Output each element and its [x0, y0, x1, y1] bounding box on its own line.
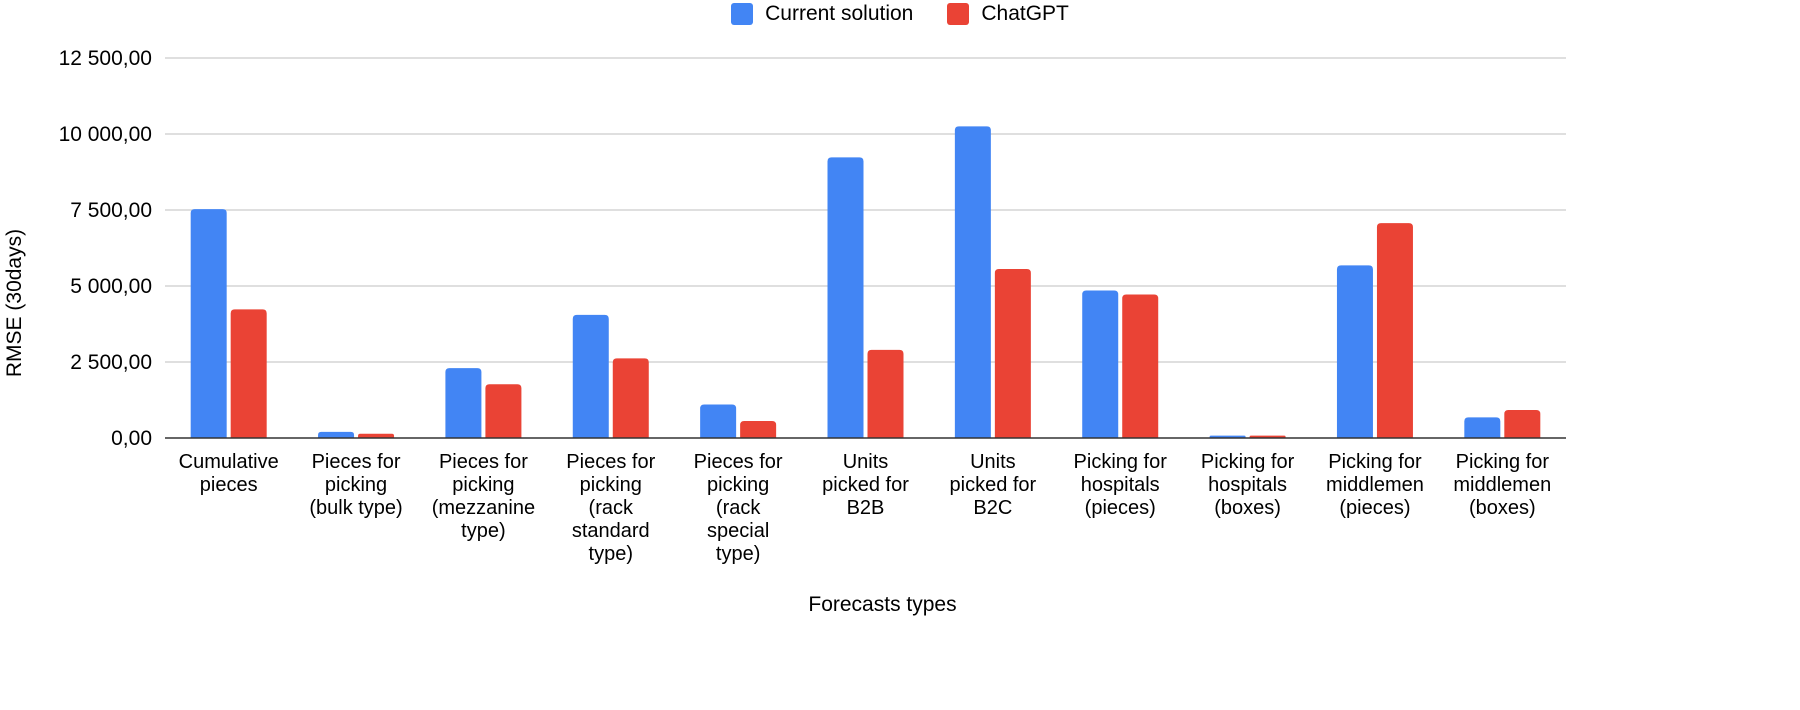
x-tick-label: Picking for middlemen (pieces): [1326, 451, 1424, 519]
y-tick-label: 10 000,00: [59, 123, 152, 146]
legend-label-current-solution: Current solution: [765, 2, 914, 25]
bar-chatgpt: [358, 433, 395, 438]
y-tick-label: 5 000,00: [70, 275, 152, 298]
bar-chatgpt: [1504, 410, 1541, 438]
x-axis-ticks: Cumulative pieces Pieces for picking (bulk t…: [179, 451, 1552, 565]
legend-item-chatgpt: ChatGPT: [947, 2, 1069, 26]
bar-chatgpt: [867, 349, 904, 438]
gridlines: [165, 57, 1566, 363]
y-tick-label: 2 500,00: [70, 351, 152, 374]
x-axis-title: Forecasts types: [808, 593, 956, 616]
bar-current-solution: [445, 368, 482, 438]
bar-current-solution: [1082, 290, 1119, 438]
x-tick-label: Cumulative pieces: [179, 451, 279, 496]
bar-current-solution: [572, 314, 609, 438]
x-tick-label: Pieces for picking (mezzanine type): [432, 451, 535, 542]
x-tick-label: Pieces for picking (bulk type): [309, 451, 402, 519]
bar-current-solution: [1336, 265, 1373, 438]
y-axis-title: RMSE (30days): [3, 229, 26, 377]
bar-chatgpt: [1122, 294, 1159, 438]
bar-current-solution: [318, 431, 355, 438]
bar-current-solution: [190, 209, 227, 438]
chart-legend: Current solution ChatGPT: [0, 2, 1800, 26]
x-tick-label: Picking for middlemen (boxes): [1453, 451, 1551, 519]
x-tick-label: Units picked for B2B: [822, 451, 909, 519]
bar-current-solution: [1464, 417, 1501, 438]
x-tick-label: Pieces for picking (rack standard type): [566, 451, 655, 565]
bar-chatgpt: [230, 309, 267, 438]
y-tick-label: 0,00: [111, 427, 152, 450]
y-tick-label: 7 500,00: [70, 199, 152, 222]
bars: [190, 126, 1541, 439]
y-tick-label: 12 500,00: [59, 47, 152, 70]
y-axis-ticks: 0,00 2 500,00 5 000,00 7 500,00 10 000,00 12 …: [59, 47, 152, 450]
bar-chatgpt: [994, 268, 1031, 438]
bar-current-solution: [827, 157, 864, 438]
legend-item-current-solution: Current solution: [731, 2, 913, 26]
bar-current-solution: [700, 404, 737, 438]
x-tick-label: Picking for hospitals (pieces): [1074, 451, 1168, 519]
bar-chatgpt: [1376, 223, 1413, 438]
legend-swatch-chatgpt: [947, 3, 970, 25]
bar-chatgpt: [612, 358, 649, 438]
legend-label-chatgpt: ChatGPT: [981, 2, 1069, 25]
bar-chatgpt: [740, 420, 777, 438]
legend-swatch-current-solution: [731, 3, 754, 25]
bar-chatgpt: [485, 384, 522, 438]
x-tick-label: Pieces for picking (rack special type): [694, 451, 783, 565]
bar-current-solution: [954, 126, 991, 439]
x-tick-label: Units picked for B2C: [950, 451, 1037, 519]
x-tick-label: Picking for hospitals (boxes): [1201, 451, 1295, 519]
